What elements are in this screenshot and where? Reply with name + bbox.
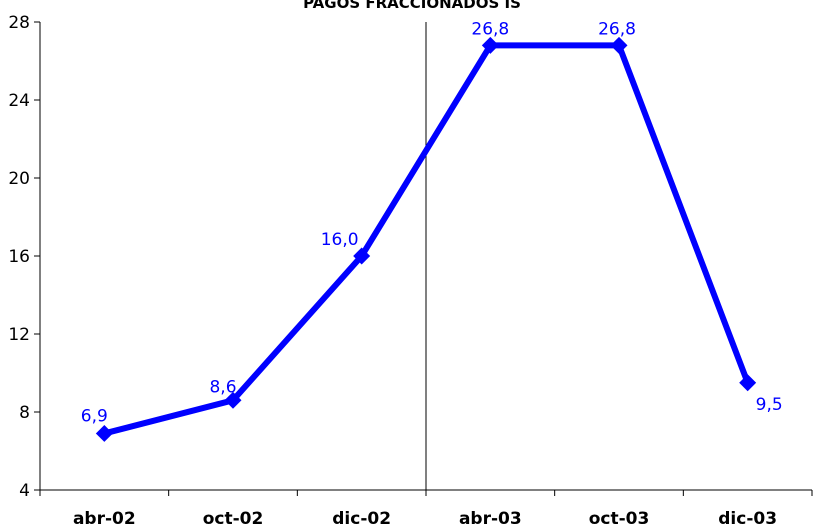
- data-point-marker: [610, 36, 628, 54]
- x-axis-ticks: abr-02 oct-02 dic-02 abr-03 oct-03 dic-03: [39, 490, 813, 528]
- x-tick-label: oct-02: [203, 509, 264, 528]
- x-tick-label: dic-03: [718, 509, 777, 528]
- data-point-marker: [353, 247, 371, 265]
- chart-title: PAGOS FRACCIONADOS IS: [303, 0, 521, 12]
- y-tick-label: 12: [8, 325, 30, 345]
- data-label: 26,8: [598, 19, 636, 39]
- data-label: 26,8: [471, 19, 509, 39]
- series-markers: [95, 36, 757, 442]
- x-tick-label: oct-03: [589, 509, 650, 528]
- data-label: 6,9: [81, 406, 108, 426]
- x-tick-label: abr-02: [73, 509, 136, 528]
- y-axis-ticks: 4 8 12 16 20 24 28: [8, 13, 40, 501]
- data-label: 16,0: [321, 230, 359, 250]
- y-tick-label: 4: [19, 481, 30, 501]
- data-point-marker: [739, 374, 757, 392]
- data-point-marker: [95, 424, 113, 442]
- data-label: 8,6: [209, 377, 236, 397]
- data-label: 9,5: [756, 395, 783, 415]
- data-labels: 6,9 8,6 16,0 26,8 26,8 9,5: [81, 19, 783, 426]
- series-line-group: [101, 42, 751, 437]
- series-line: [101, 42, 751, 437]
- y-tick-label: 16: [8, 247, 30, 267]
- y-tick-label: 8: [19, 403, 30, 423]
- y-tick-label: 28: [8, 13, 30, 33]
- y-tick-label: 24: [8, 91, 30, 111]
- x-tick-label: abr-03: [459, 509, 522, 528]
- y-tick-label: 20: [8, 169, 30, 189]
- data-point-marker: [224, 391, 242, 409]
- x-tick-label: dic-02: [332, 509, 391, 528]
